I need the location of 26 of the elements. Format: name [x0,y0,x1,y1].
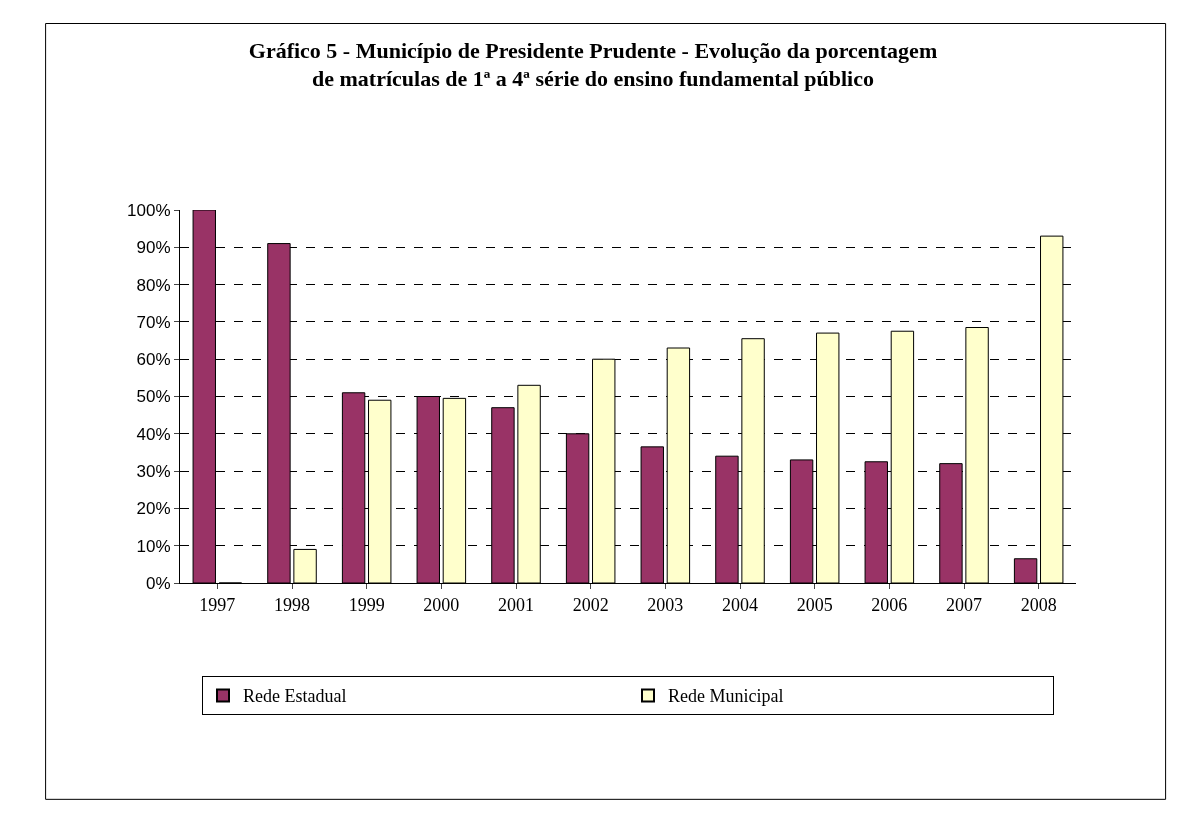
y-tick-label: 30% [136,462,171,482]
y-tick-label: 0% [146,573,171,593]
y-tick-label: 100% [127,200,171,220]
x-tick-label: 2006 [871,594,908,615]
x-tick-label: 2007 [946,594,982,615]
x-tick-label: 2005 [796,594,833,615]
x-tick-label: 2004 [722,594,758,615]
x-tick-label: 2001 [498,594,534,615]
legend-label: Rede Estadual [243,686,347,707]
y-tick-label: 70% [136,312,171,332]
y-tick-label: 50% [136,387,171,407]
y-tick-label: 40% [136,424,171,444]
chart-title: Gráfico 5 - Município de Presidente Prudente - Evolução da porcentagem de matrículas de 1ª a 4ª série do ensino fundamental público [248,37,938,92]
x-tick-label: 2002 [572,594,609,615]
x-tick-label: 1998 [274,594,310,615]
y-tick-label: 80% [136,275,171,295]
y-tick-label: 10% [136,536,171,556]
y-tick-label: 60% [136,350,171,370]
x-tick-label: 2000 [423,594,460,615]
x-tick-label: 2003 [647,594,684,615]
x-tick-label: 1999 [348,594,385,615]
y-tick-label: 20% [136,499,171,519]
legend-label: Rede Municipal [668,686,784,707]
x-tick-label: 1997 [199,594,236,615]
y-tick-label: 90% [136,238,171,258]
x-tick-label: 2008 [1020,594,1057,615]
